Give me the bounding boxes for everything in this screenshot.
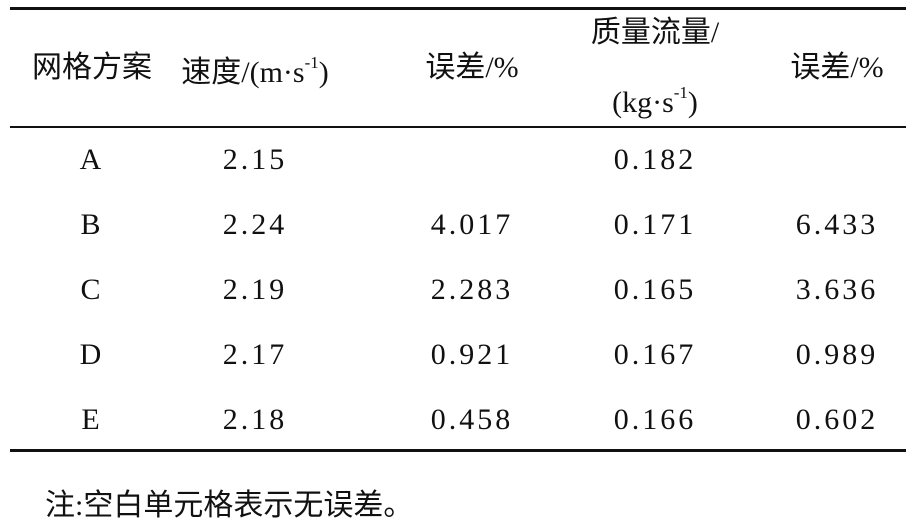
- cell: E: [81, 403, 103, 436]
- cell: A: [79, 143, 105, 176]
- bottom-rule: [10, 449, 906, 452]
- header-cell: 误差/%: [425, 38, 518, 98]
- cell: 2.283: [430, 273, 514, 306]
- header-line: 误差/%: [425, 38, 518, 98]
- cell: 3.636: [795, 273, 879, 306]
- cell: D: [79, 338, 105, 371]
- cell: 0.165: [613, 273, 697, 306]
- note: 注:空白单元格表示无误差。: [45, 489, 414, 520]
- header-line: (kg·s-1): [591, 63, 719, 133]
- cell: 0.167: [613, 338, 697, 371]
- cell: 2.24: [222, 208, 288, 241]
- header-unit: kg·s: [622, 86, 674, 119]
- cell: C: [80, 273, 104, 306]
- header-text: 误差/%: [790, 51, 884, 84]
- header-line: 网格方案: [32, 38, 152, 98]
- cell: 0.166: [613, 403, 697, 436]
- cell: 0.182: [613, 143, 697, 176]
- header-rule: [10, 126, 906, 128]
- header-cell: 速度/(m·s-1): [181, 33, 329, 103]
- cell: 6.433: [795, 208, 879, 241]
- header-text: 速度/(: [181, 56, 260, 89]
- header-text: 网格方案: [32, 51, 152, 84]
- header-cell: 误差/%: [790, 38, 883, 98]
- header-sup: -1: [673, 83, 688, 102]
- header-text: (: [612, 86, 623, 119]
- header-text: 误差/%: [425, 51, 519, 84]
- header-text: ): [318, 56, 329, 89]
- cell: 0.921: [430, 338, 514, 371]
- header-unit: m·s: [259, 56, 305, 89]
- header-sup: -1: [304, 53, 319, 72]
- header-line: 质量流量/: [591, 3, 719, 63]
- cell: B: [80, 208, 104, 241]
- cell: 2.17: [222, 338, 288, 371]
- header-cell: 网格方案: [32, 38, 152, 98]
- cell: 0.458: [430, 403, 514, 436]
- cell: 0.989: [795, 338, 879, 371]
- cell: 0.602: [795, 403, 879, 436]
- header-cell: 质量流量/ (kg·s-1): [591, 3, 719, 133]
- header-text: ): [687, 86, 698, 119]
- cell: 2.19: [222, 273, 288, 306]
- cell: 2.15: [222, 143, 288, 176]
- cell: 2.18: [222, 403, 288, 436]
- header-line: 误差/%: [790, 38, 883, 98]
- header-text: 质量流量/: [590, 16, 720, 49]
- cell: 4.017: [430, 208, 514, 241]
- cell: 0.171: [613, 208, 697, 241]
- header-line: 速度/(m·s-1): [181, 33, 329, 103]
- top-rule: [10, 7, 906, 10]
